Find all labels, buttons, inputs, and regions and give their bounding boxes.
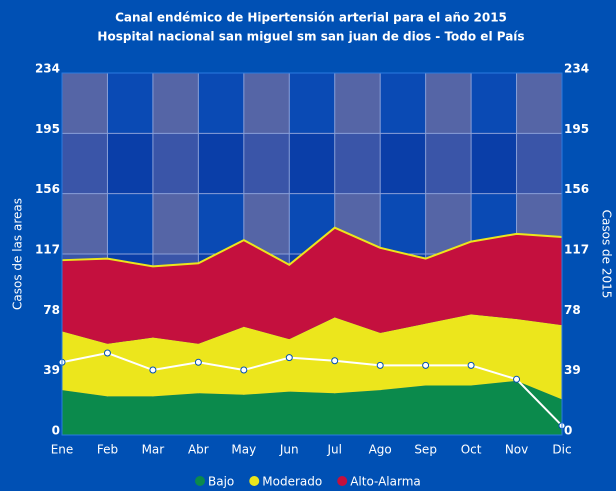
plot-cell	[471, 133, 517, 194]
plot-cell	[380, 193, 426, 254]
plot-cell	[152, 133, 199, 194]
plot-cell	[289, 73, 335, 134]
y2-axis-label: Casos de 2015	[600, 210, 614, 299]
y-tick-label: 195	[35, 122, 60, 136]
x-tick-label: Dic	[552, 443, 571, 457]
plot-cell	[516, 73, 562, 134]
line-point	[513, 375, 521, 383]
line-point	[285, 354, 293, 362]
x-tick-label: Oct	[461, 443, 482, 457]
line-point	[331, 357, 339, 365]
x-tick-label: Mar	[142, 443, 165, 457]
plot-cell	[243, 73, 290, 134]
plot-cell	[471, 73, 517, 134]
plot-cell	[107, 73, 153, 134]
area	[62, 227, 562, 344]
legend-label: Moderado	[262, 475, 322, 489]
plot-cell	[62, 193, 108, 254]
legend-label: Bajo	[208, 475, 234, 489]
x-tick-label: Sep	[414, 443, 437, 457]
area	[62, 314, 562, 400]
plot-cell	[516, 133, 562, 194]
legend-swatch	[249, 476, 260, 486]
plot-cell	[380, 133, 426, 194]
y2-tick-label: 78	[564, 303, 581, 317]
area	[62, 380, 562, 435]
line-point	[240, 366, 248, 374]
legend-swatch	[337, 476, 348, 486]
y2-tick-label: 234	[564, 62, 589, 76]
x-tick-label: Abr	[188, 443, 209, 457]
y-tick-label: 156	[35, 182, 60, 196]
plot-cell	[334, 133, 381, 194]
plot-cell	[289, 133, 335, 194]
x-tick-label: Nov	[505, 443, 528, 457]
chart-title: Canal endémico de Hipertensión arterial …	[115, 11, 507, 25]
x-tick-label: Jul	[326, 443, 341, 457]
line-point	[467, 361, 475, 369]
plot-cell	[198, 73, 244, 134]
x-tick-label: Ene	[51, 443, 74, 457]
plot-cell	[152, 73, 199, 134]
plot-cell	[152, 193, 199, 254]
plot-cell	[425, 133, 472, 194]
x-tick-label: Jun	[279, 443, 299, 457]
y2-tick-label: 117	[564, 243, 589, 257]
plot-cell	[425, 73, 472, 134]
line-point	[422, 361, 430, 369]
plot-frame	[61, 72, 563, 436]
y2-tick-label: 39	[564, 363, 581, 377]
line-point	[103, 349, 111, 357]
plot-cell	[107, 133, 153, 194]
plot-cell	[380, 73, 426, 134]
line-point	[376, 361, 384, 369]
line	[61, 351, 563, 427]
y-tick-label: 0	[52, 424, 60, 438]
area-top-edge	[61, 226, 563, 268]
y2-tick-label: 156	[564, 182, 589, 196]
x-tick-label: May	[231, 443, 256, 457]
y2-tick-label: 0	[564, 424, 572, 438]
y-tick-label: 234	[35, 62, 60, 76]
x-tick-label: Feb	[97, 443, 118, 457]
legend-swatch	[195, 476, 205, 486]
plot-cell	[62, 73, 108, 134]
line-point	[194, 358, 202, 366]
plot-cell	[107, 193, 153, 254]
plot-cell	[198, 133, 244, 194]
y2-tick-label: 195	[564, 122, 589, 136]
y-tick-label: 78	[43, 303, 60, 317]
legend-label: Alto-Alarma	[350, 475, 421, 489]
line-point	[149, 366, 157, 374]
plot-cell	[243, 133, 290, 194]
y-tick-label: 39	[43, 363, 60, 377]
chart-subtitle: Hospital nacional san miguel sm san juan…	[97, 30, 524, 44]
x-tick-label: Ago	[369, 443, 392, 457]
y-axis-label: Casos de las areas	[11, 198, 25, 310]
plot-cell	[334, 73, 381, 134]
y-tick-label: 117	[35, 243, 60, 257]
plot-cell	[62, 133, 108, 194]
